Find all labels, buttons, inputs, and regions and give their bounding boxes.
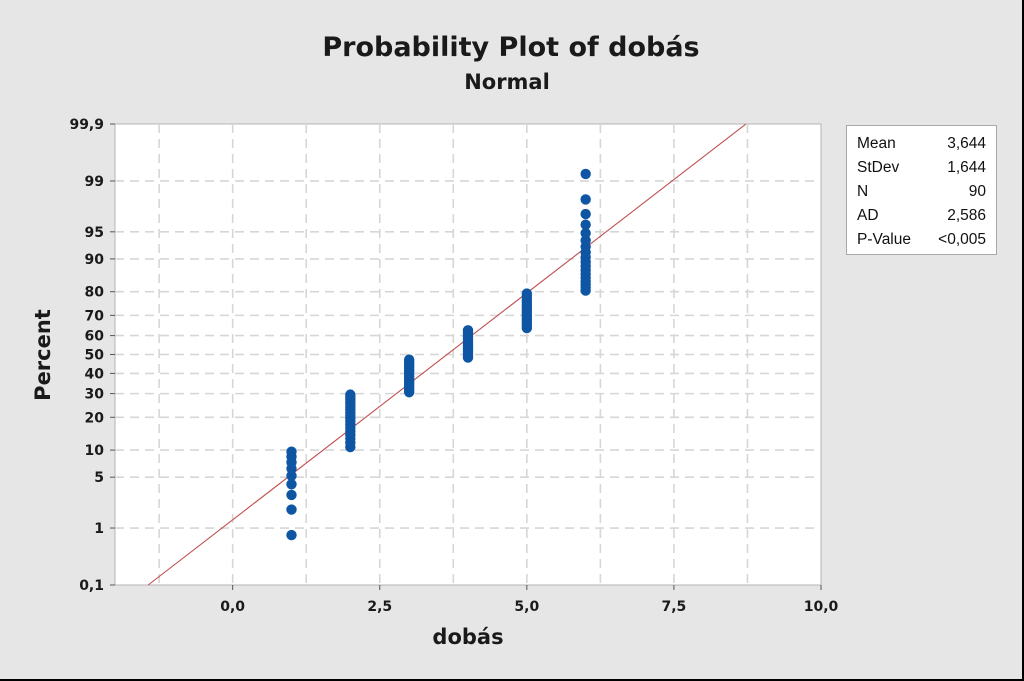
data-point [580, 219, 591, 230]
y-tick-label: 90 [85, 252, 105, 268]
data-points [286, 168, 591, 541]
data-point [580, 194, 591, 205]
stat-row-ad: AD 2,586 [857, 204, 986, 228]
y-axis-label: Percent [31, 309, 55, 401]
y-tick-label: 20 [85, 410, 105, 426]
y-tick-label: 30 [85, 387, 105, 403]
x-axis-label: dobás [432, 625, 503, 649]
y-tick-label: 10 [85, 443, 105, 459]
data-point [403, 354, 415, 365]
stat-label: N [857, 183, 869, 200]
data-point [580, 235, 591, 246]
y-tick-label: 60 [85, 329, 105, 345]
y-tick-label: 1 [94, 521, 104, 537]
x-tick-label: 0,0 [220, 599, 245, 615]
stat-value: <0,005 [938, 231, 986, 248]
data-point [286, 446, 297, 457]
stat-value: 90 [968, 183, 986, 200]
data-point [521, 288, 533, 299]
stat-value: 1,644 [947, 159, 986, 176]
statistics-legend: Mean 3,644 StDev 1,644 N 90 AD 2,586 P-V… [846, 125, 997, 255]
x-tick-label: 5,0 [514, 599, 539, 615]
y-tick-label: 0,1 [79, 578, 104, 594]
chart-subtitle: Normal [464, 70, 550, 94]
stat-label: P-Value [857, 231, 911, 248]
stat-value: 2,586 [947, 207, 986, 224]
data-point [345, 389, 356, 400]
y-tick-labels: 0,1 1 5 10 20 30 40 50 60 70 80 90 95 99 99,9 [69, 117, 115, 594]
stat-label: Mean [857, 135, 896, 152]
data-point [286, 470, 297, 481]
data-point [286, 489, 297, 501]
y-tick-label: 70 [85, 308, 105, 324]
data-point [580, 168, 591, 180]
stat-label: StDev [857, 159, 900, 176]
y-tick-label: 99,9 [69, 117, 104, 133]
data-point [286, 479, 297, 490]
y-tick-label: 50 [85, 348, 105, 364]
y-tick-label: 95 [85, 225, 104, 241]
stat-label: AD [857, 207, 879, 224]
y-tick-label: 40 [85, 366, 105, 382]
stat-row-stdev: StDev 1,644 [857, 156, 986, 180]
data-point [580, 228, 591, 239]
chart-title: Probability Plot of dobás [322, 32, 699, 63]
fit-line-layer [147, 123, 747, 586]
x-tick-label: 10,0 [804, 599, 839, 615]
x-tick-label: 2,5 [367, 599, 392, 615]
stat-row-mean: Mean 3,644 [857, 132, 986, 156]
x-tick-labels: 0,0 2,5 5,0 7,5 10,0 [220, 585, 839, 615]
data-point [286, 504, 297, 515]
x-tick-label: 7,5 [662, 599, 687, 615]
y-tick-label: 99 [85, 174, 104, 190]
stat-value: 3,644 [947, 135, 986, 152]
data-point [580, 208, 591, 220]
data-point [286, 529, 297, 541]
stat-row-n: N 90 [857, 180, 986, 204]
y-tick-label: 80 [85, 285, 105, 301]
fit-line [147, 123, 747, 586]
stat-row-p-value: P-Value <0,005 [857, 228, 986, 252]
grid-lines [115, 124, 821, 585]
data-point [462, 325, 474, 336]
y-tick-label: 5 [94, 470, 104, 486]
